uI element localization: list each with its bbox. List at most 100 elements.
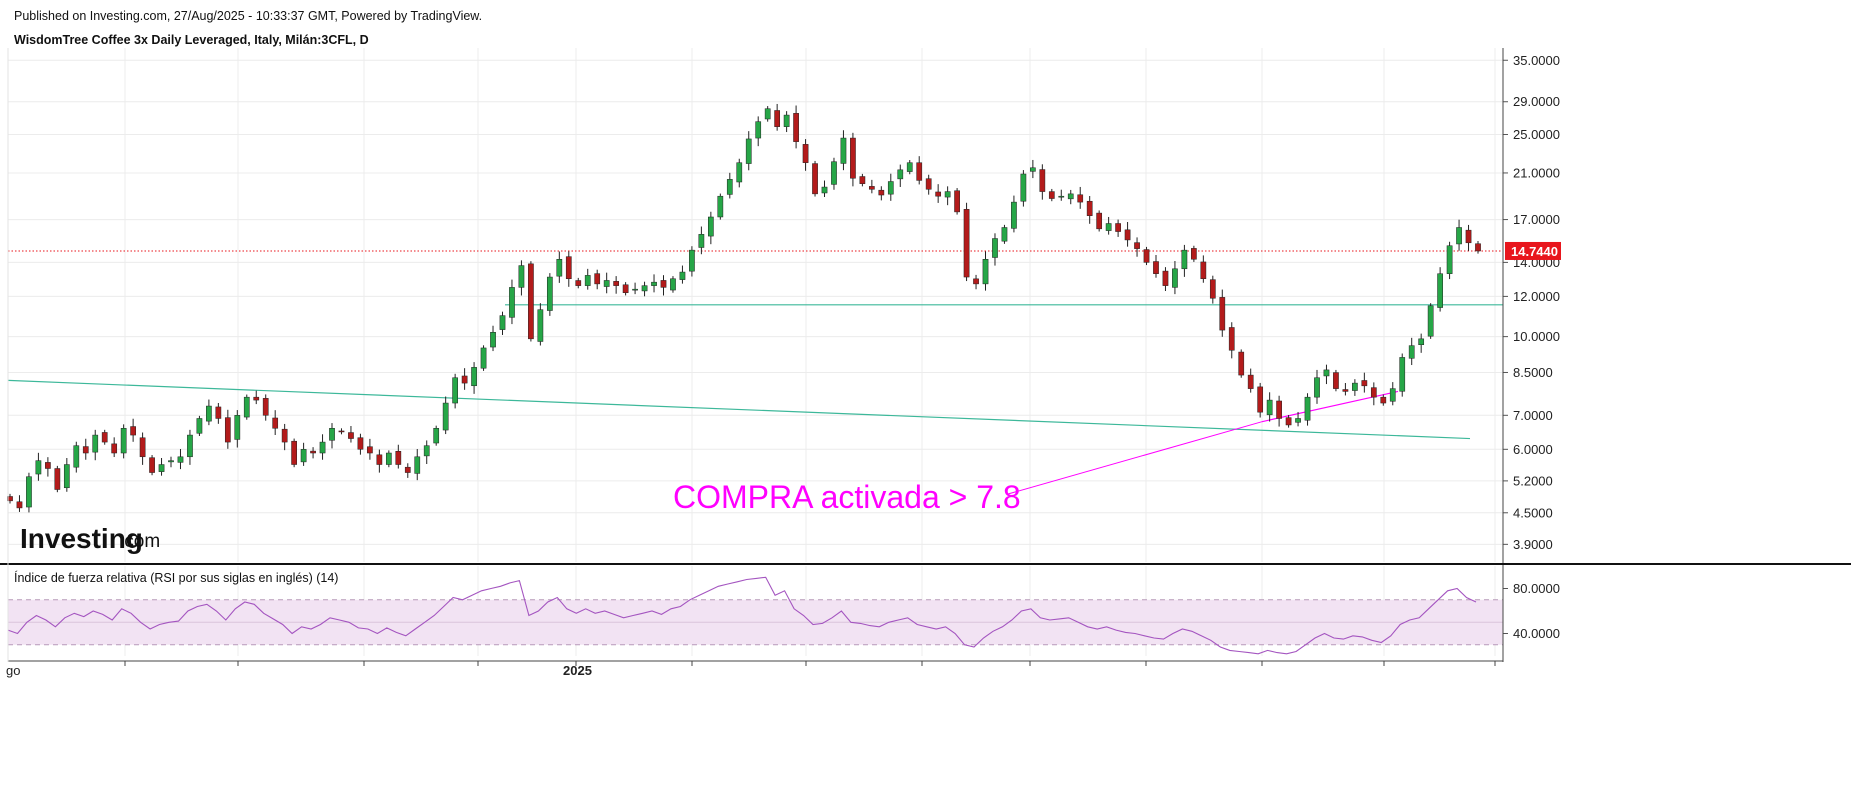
candle-down (54, 468, 61, 490)
candle-up (584, 275, 591, 286)
candle (1067, 189, 1074, 205)
candle-up (783, 114, 790, 127)
rsi-title: Índice de fuerza relativa (RSI por sus s… (14, 570, 338, 585)
candle-down (1115, 223, 1121, 232)
candle-down (281, 428, 288, 443)
candle-down (404, 466, 411, 473)
candle-up (92, 434, 99, 453)
candle (622, 282, 629, 296)
candle-up (442, 402, 449, 431)
candle (385, 450, 392, 468)
candle-down (262, 398, 269, 416)
candle-up (187, 434, 193, 458)
candle-up (1418, 338, 1425, 345)
candle (1456, 219, 1462, 251)
candle-down (1465, 229, 1472, 244)
y-tick-label: 3.9000 (1513, 537, 1553, 552)
candle-up (1067, 193, 1074, 200)
candle-up (206, 405, 212, 422)
candle (878, 186, 885, 201)
candle-up (982, 259, 989, 285)
candle (1389, 382, 1396, 406)
candle-up (546, 276, 553, 311)
candle (783, 111, 790, 133)
candle-down (850, 137, 856, 179)
candle (338, 428, 345, 435)
candle (565, 251, 572, 287)
x-tick-label: 2025 (563, 663, 592, 678)
candle (925, 174, 932, 195)
candle (850, 132, 856, 187)
candle (584, 268, 591, 290)
candle (1209, 275, 1216, 304)
candle (736, 158, 743, 188)
candle (660, 275, 667, 296)
candle-up (499, 315, 506, 330)
candle (528, 261, 534, 342)
candle (1048, 188, 1055, 202)
activation-line (1261, 390, 1399, 423)
candle (518, 260, 525, 296)
candle-down (101, 432, 108, 443)
candle (1200, 255, 1207, 283)
candle-down (565, 256, 572, 279)
candle-up (632, 288, 638, 291)
candle-down (1124, 229, 1131, 241)
candle (1361, 372, 1368, 393)
rsi-line (7, 576, 1477, 655)
candle (376, 449, 383, 473)
candle-down (367, 446, 373, 454)
candle (1086, 195, 1093, 224)
y-tick-label: 8.5000 (1513, 365, 1553, 380)
candle (1266, 392, 1273, 422)
candle-down (1257, 386, 1264, 413)
candles (7, 103, 1481, 513)
candle (73, 441, 80, 473)
candle-down (272, 417, 279, 429)
candle-up (480, 347, 487, 369)
candle (982, 251, 989, 291)
candle-up (385, 452, 392, 465)
candle-up (243, 396, 250, 418)
candle-up (509, 287, 515, 318)
candle (869, 179, 875, 194)
candle-up (1323, 369, 1330, 377)
candle (764, 106, 771, 122)
candle (1408, 337, 1415, 366)
candle-down (16, 501, 23, 509)
y-tick-label: 12.0000 (1513, 289, 1560, 304)
candle-up (745, 138, 752, 164)
candle (1105, 216, 1112, 235)
candle-up (1427, 305, 1434, 337)
candle (26, 472, 32, 513)
candle (774, 103, 781, 131)
candle (281, 423, 288, 451)
candle-up (897, 169, 904, 180)
candle-up (1030, 167, 1036, 172)
logo-suffix: .com (119, 531, 160, 552)
candle (1437, 267, 1443, 312)
candle (1153, 254, 1159, 278)
candle-down (111, 443, 118, 454)
rsi-tick-label: 40.0000 (1513, 626, 1560, 641)
candle-up (26, 476, 32, 508)
candle (1181, 244, 1188, 277)
candle (1446, 241, 1453, 280)
candle-up (670, 278, 676, 291)
candle (139, 432, 146, 465)
candle (120, 424, 127, 459)
symbol-title: WisdomTree Coffee 3x Daily Leveraged, It… (14, 33, 369, 47)
candle (1134, 237, 1140, 257)
candle (537, 303, 544, 346)
candle (679, 265, 686, 284)
candle (63, 458, 70, 492)
candle-down (1200, 261, 1207, 279)
candle (16, 495, 23, 512)
candle (1191, 245, 1197, 262)
candle (357, 433, 364, 455)
candle-down (376, 454, 383, 465)
candle-up (1058, 195, 1065, 198)
candle (812, 160, 818, 197)
candle-down (935, 191, 942, 197)
